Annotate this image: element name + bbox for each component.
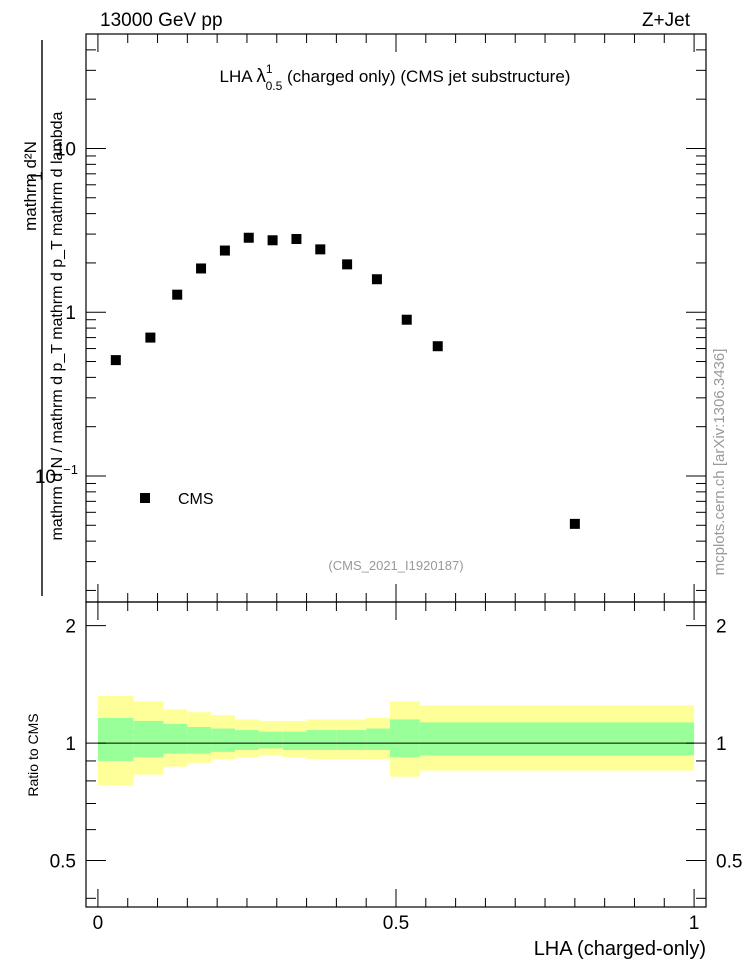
data-point-4 — [219, 245, 230, 256]
ratio-band-inner-4 — [211, 728, 236, 752]
ratio-y-axis-label: Ratio to CMS — [25, 713, 41, 796]
ratio-band-inner-3 — [187, 726, 212, 754]
ratio-band-inner-0 — [97, 717, 134, 761]
ratio-y-tick-label-left-0: 0.5 — [50, 852, 76, 873]
ratio-band-inner-6 — [258, 731, 283, 749]
data-point-1 — [145, 332, 156, 343]
data-point-6 — [267, 235, 278, 246]
main-y-tick-label-0: 10 — [35, 467, 56, 488]
ratio-band-inner-12 — [419, 722, 695, 756]
x-tick-label-0: 0 — [93, 913, 104, 934]
data-point-2 — [172, 289, 183, 300]
main-plot-frame — [85, 33, 707, 603]
header-energy-label: 13000 GeV pp — [100, 10, 223, 31]
ratio-y-tick-label-right-0: 0.5 — [716, 852, 742, 873]
ratio-band-inner-1 — [133, 720, 164, 758]
data-point-7 — [291, 233, 302, 244]
data-point-13 — [569, 518, 580, 529]
legend-label: CMS — [178, 491, 214, 508]
ratio-axis-ticks — [86, 625, 706, 899]
ratio-band-inner-11 — [390, 719, 420, 758]
y-label-denominator: mathrm d N / mathrm d p_T mathrm d p_T m… — [49, 111, 66, 540]
x-tick-label-1: 0.5 — [383, 913, 409, 934]
title-subscript: 0.5 — [266, 79, 283, 93]
data-point-3 — [196, 263, 207, 274]
plot-title: LHA λ1 0.5 (charged only) (CMS jet substr… — [220, 62, 571, 93]
ratio-y-tick-label-left-2: 2 — [65, 617, 76, 638]
ratio-band-inner-9 — [336, 730, 367, 751]
data-point-8 — [315, 244, 326, 255]
tick-labels: 10 −1 1 10 0.5 0.5 1 1 2 2 0 0.5 1 — [35, 139, 743, 934]
title-rest: (charged only) (CMS jet substructure) — [282, 67, 570, 86]
data-point-11 — [401, 314, 412, 325]
y-label-numerator: mathrm d²N — [21, 141, 40, 231]
ratio-band-inner-8 — [306, 730, 337, 751]
data-points — [110, 232, 580, 529]
title-main: LHA — [220, 67, 257, 86]
title-lambda: λ — [256, 66, 266, 87]
data-point-9 — [342, 259, 353, 270]
ratio-y-tick-label-right-2: 2 — [716, 617, 727, 638]
ratio-band-inner-7 — [282, 731, 307, 751]
x-axis-ticks — [97, 34, 695, 907]
data-point-12 — [432, 341, 443, 352]
y-label-prefix: 1 — [27, 171, 46, 180]
mcplots-side-label: mcplots.cern.ch [arXiv:1306.3436] — [711, 349, 728, 576]
legend-marker — [140, 493, 150, 503]
data-point-5 — [243, 232, 254, 243]
ratio-y-tick-label-left-1: 1 — [65, 734, 76, 755]
data-point-0 — [110, 355, 121, 366]
analysis-watermark: (CMS_2021_I1920187) — [328, 558, 463, 573]
data-point-10 — [371, 274, 382, 285]
main-y-tick-label-1: 1 — [65, 303, 76, 324]
x-axis-label: LHA (charged-only) — [534, 938, 706, 960]
x-tick-label-2: 1 — [689, 913, 700, 934]
main-y-tick-exponent-0: −1 — [63, 462, 78, 477]
ratio-bands — [97, 696, 695, 786]
ratio-band-inner-2 — [163, 723, 188, 754]
title-superscript: 1 — [266, 62, 273, 76]
main-axis-ticks — [86, 33, 706, 591]
header-process-label: Z+Jet — [642, 10, 691, 31]
ratio-y-tick-label-right-1: 1 — [716, 734, 727, 755]
main-y-axis-label: 1 mathrm d²N mathrm d N / mathrm d p_T m… — [21, 40, 66, 596]
main-y-tick-label-2: 10 — [55, 139, 76, 160]
ratio-band-inner-5 — [235, 730, 259, 751]
ratio-band-inner-10 — [366, 728, 391, 751]
